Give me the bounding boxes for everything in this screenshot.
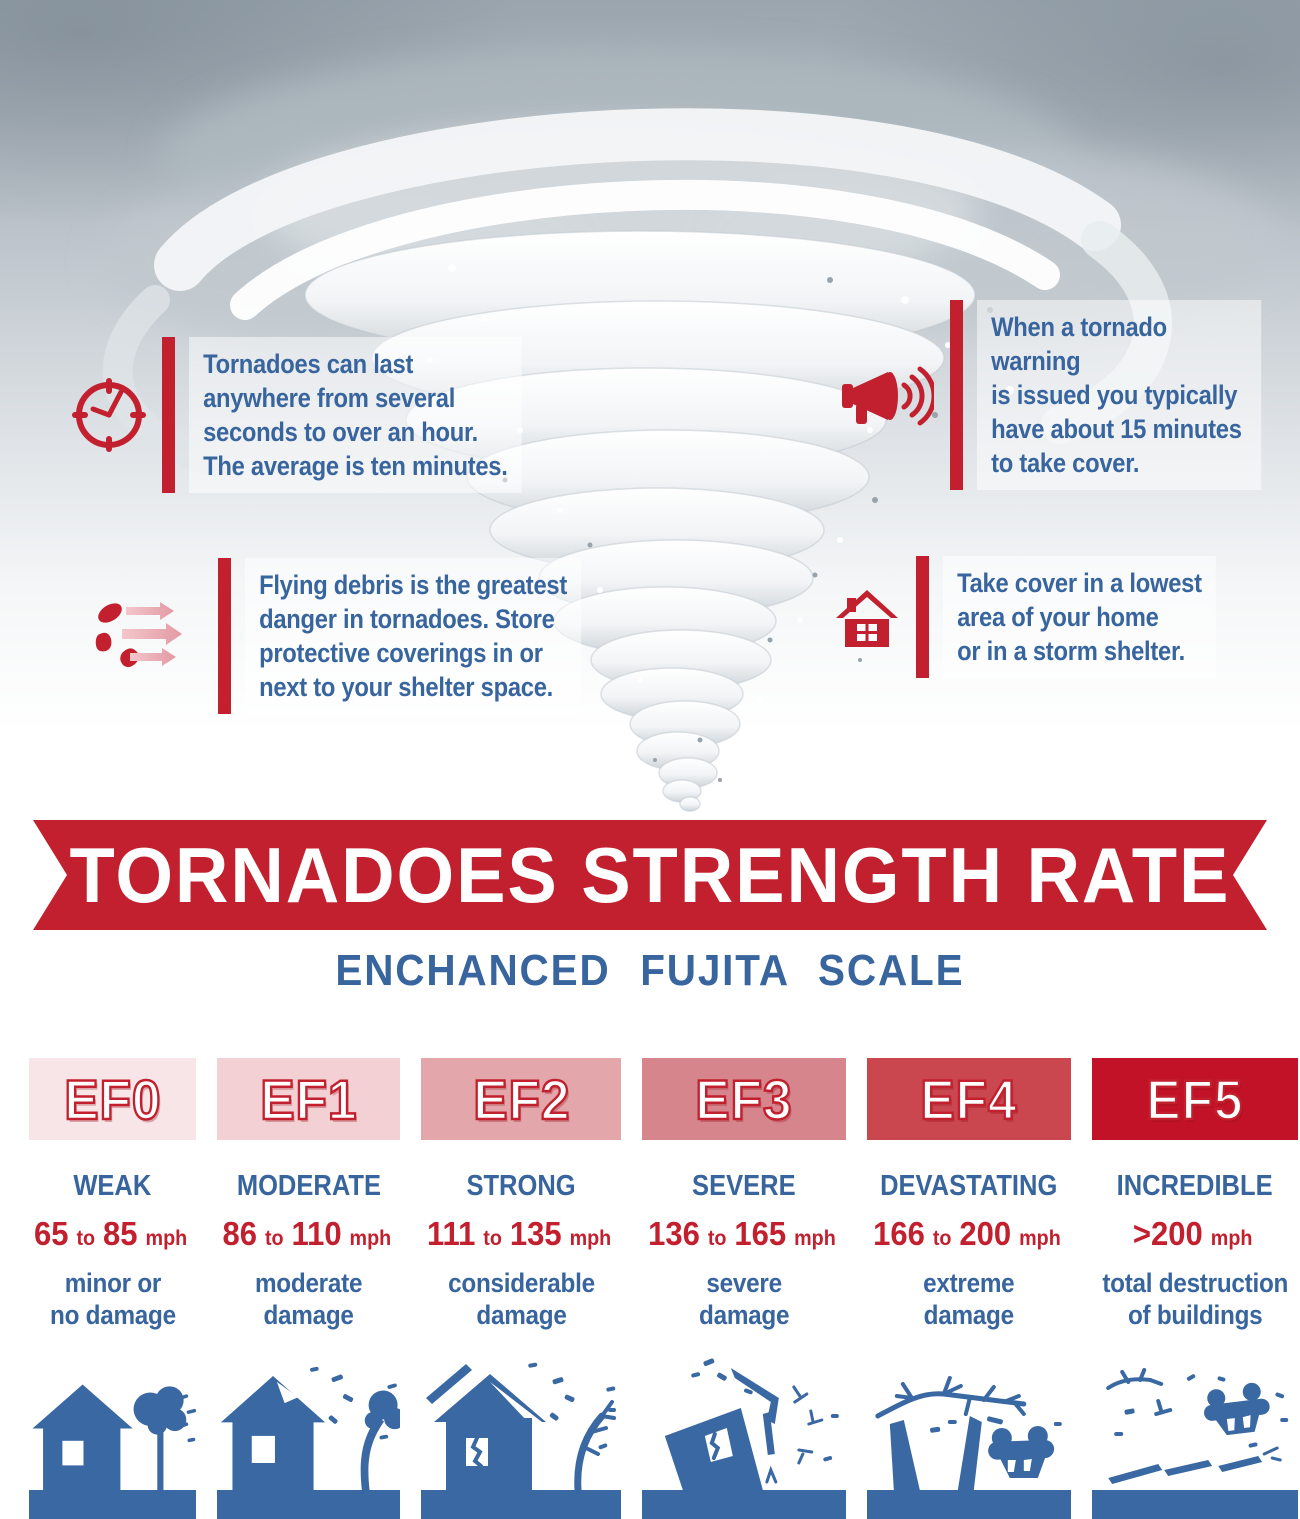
clock-icon (72, 378, 146, 453)
ef-wind-speed: >200 mph (1133, 1215, 1253, 1252)
fact-text: When a tornado warning is issued you typ… (977, 300, 1262, 491)
ef0-column: EF0 WEAK 65 to 85 mph minor or no damage (29, 1058, 196, 1519)
ef3-badge: EF3 (642, 1058, 847, 1140)
ef-category-label: DEVASTATING (880, 1170, 1058, 1202)
fact-take-cover: Take cover in a lowest area of your home… (834, 556, 1253, 679)
accent-bar (162, 337, 175, 494)
ef-damage-description: extreme damage (923, 1268, 1015, 1331)
subtitle-text: ENCHANCED FUJITA SCALE (335, 946, 965, 995)
ground-strip (642, 1490, 847, 1519)
ef-damage-description: minor or no damage (49, 1268, 176, 1331)
ef5-column: EF5 INCREDIBLE >200 mph total destructio… (1091, 1058, 1299, 1519)
ground-strip (216, 1490, 401, 1519)
ef-category-label: INCREDIBLE (1116, 1170, 1273, 1202)
ef-damage-description: moderate damage (255, 1268, 363, 1331)
house-icon (836, 590, 898, 648)
ef-category-label: WEAK (73, 1170, 152, 1202)
title-ribbon: TORNADOES STRENGTH RATE (33, 820, 1267, 930)
accent-bar (218, 558, 231, 715)
fact-text: Take cover in a lowest area of your home… (943, 556, 1216, 679)
ef-wind-speed: 136 to 165 mph (648, 1215, 837, 1252)
ef0-house-tree-illustration (32, 1384, 196, 1490)
debris-icon (95, 602, 182, 668)
ef-category-label: MODERATE (236, 1170, 381, 1202)
hero-section: Tornadoes can last anywhere from several… (0, 0, 1300, 812)
ef4-column: EF4 DEVASTATING 166 to 200 mph extreme d… (867, 1058, 1071, 1519)
fact-text: Flying debris is the greatest danger in … (245, 558, 582, 715)
ef-category-label: STRONG (466, 1170, 577, 1202)
page-title: TORNADOES STRENGTH RATE (69, 830, 1231, 919)
ef2-roof-torn-illustration (426, 1362, 617, 1490)
ef0-badge: EF0 (29, 1058, 196, 1140)
ef-damage-description: total destruction of buildings (1102, 1268, 1288, 1331)
ef5-badge: EF5 (1091, 1058, 1299, 1140)
ef-damage-description: severe damage (699, 1268, 790, 1331)
ef2-column: EF2 STRONG 111 to 135 mph considerable d… (421, 1058, 622, 1519)
ef5-flattened-debris-flying-car-illustration (1105, 1368, 1288, 1484)
ef1-badge: EF1 (216, 1058, 401, 1140)
fact-text: Tornadoes can last anywhere from several… (189, 337, 522, 494)
megaphone-icon (842, 366, 934, 426)
ef-damage-description: considerable damage (448, 1268, 595, 1331)
ef3-column: EF3 SEVERE 136 to 165 mph severe damage (642, 1058, 847, 1519)
ef-wind-speed: 166 to 200 mph (873, 1215, 1061, 1252)
ground-strip (1091, 1490, 1299, 1519)
ef2-badge: EF2 (421, 1058, 622, 1140)
ef-wind-speed: 111 to 135 mph (427, 1215, 612, 1252)
ef4-collapsed-walls-car-illustration (875, 1376, 1062, 1490)
ground-strip (29, 1490, 196, 1519)
ef-wind-speed: 65 to 85 mph (34, 1215, 188, 1252)
ground-strip (421, 1490, 622, 1519)
fact-tornado-duration: Tornadoes can last anywhere from several… (72, 337, 567, 494)
ef-category-label: SEVERE (692, 1170, 797, 1202)
ef1-roof-damage-illustration (220, 1366, 401, 1490)
fact-flying-debris: Flying debris is the greatest danger in … (90, 558, 627, 715)
ef-wind-speed: 86 to 110 mph (222, 1215, 392, 1252)
accent-bar (916, 556, 929, 679)
ef4-badge: EF4 (867, 1058, 1071, 1140)
ef-scale: EF0 WEAK 65 to 85 mph minor or no damage (29, 1058, 1299, 1519)
accent-bar (950, 300, 963, 491)
ef1-column: EF1 MODERATE 86 to 110 mph moderate dama… (216, 1058, 401, 1519)
ground-strip (867, 1490, 1071, 1519)
fact-warning-time: When a tornado warning is issued you typ… (838, 300, 1300, 491)
subtitle: ENCHANCED FUJITA SCALE (0, 946, 1300, 996)
ef3-tilted-house-flying-roof-illustration (665, 1358, 840, 1490)
